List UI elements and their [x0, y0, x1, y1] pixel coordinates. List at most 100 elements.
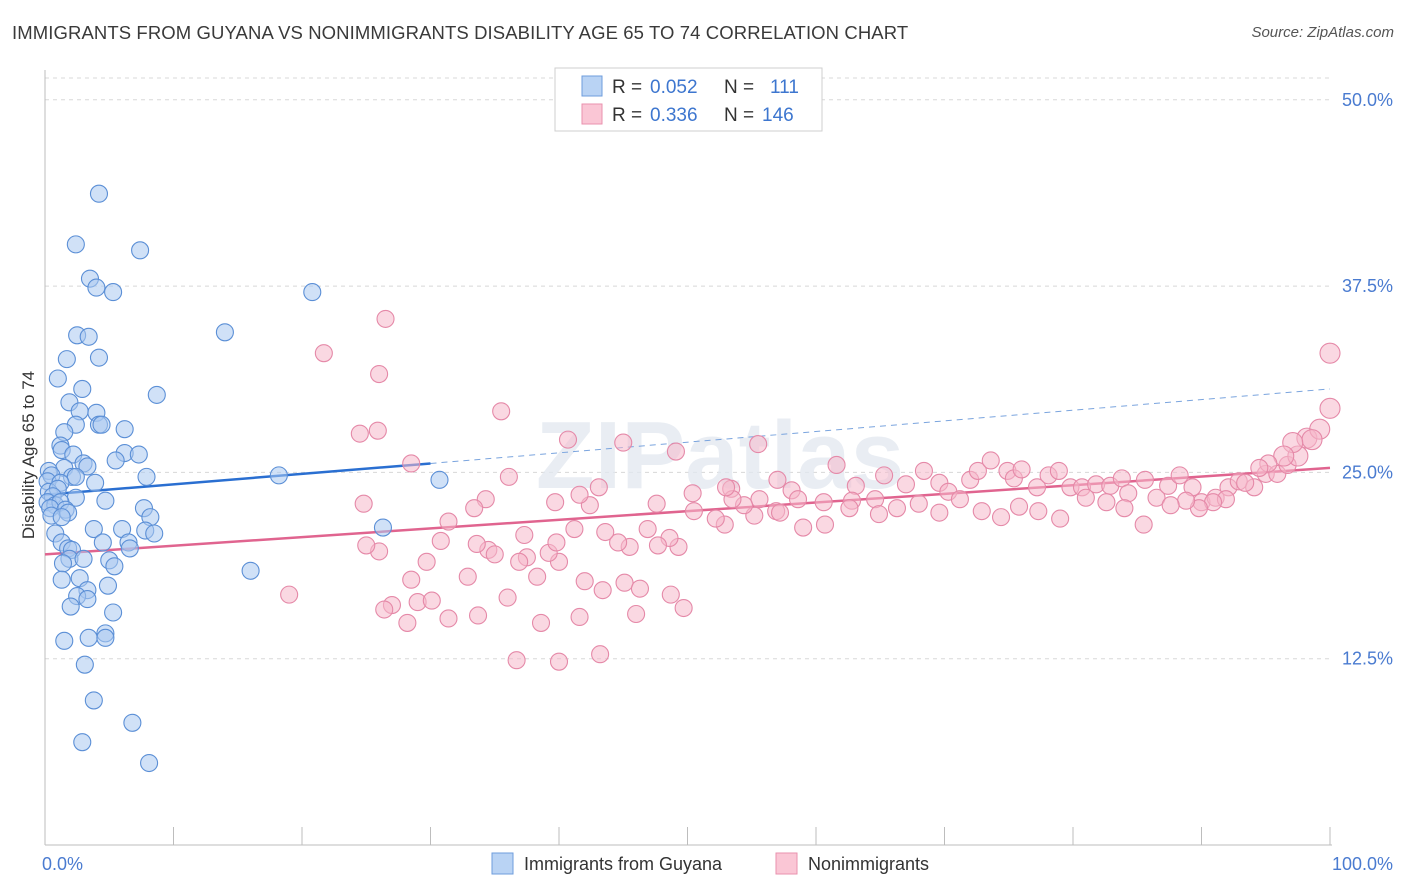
point-immigrants	[96, 491, 115, 510]
point-nonimmigrants	[422, 591, 441, 610]
point-nonimmigrants	[614, 433, 633, 452]
point-immigrants	[123, 713, 142, 732]
point-immigrants	[98, 576, 118, 595]
point-nonimmigrants	[1076, 488, 1095, 507]
point-nonimmigrants	[909, 494, 928, 513]
bottom-legend-label-2: Nonimmigrants	[808, 854, 929, 874]
point-immigrants	[78, 457, 97, 476]
point-nonimmigrants	[1273, 445, 1295, 467]
point-nonimmigrants	[827, 455, 846, 475]
y-tick-label: 50.0%	[1342, 90, 1393, 110]
point-nonimmigrants	[439, 512, 458, 531]
point-nonimmigrants	[666, 442, 685, 461]
point-immigrants	[61, 597, 80, 616]
point-nonimmigrants	[788, 490, 808, 509]
point-immigrants	[92, 415, 111, 434]
point-nonimmigrants	[593, 581, 612, 600]
point-nonimmigrants	[314, 344, 333, 363]
point-nonimmigrants	[515, 525, 534, 545]
chart-title: IMMIGRANTS FROM GUYANA VS NONIMMIGRANTS …	[12, 22, 909, 43]
point-nonimmigrants	[1170, 466, 1189, 485]
point-nonimmigrants	[950, 490, 969, 509]
point-nonimmigrants	[591, 645, 610, 664]
point-nonimmigrants	[716, 478, 736, 497]
point-nonimmigrants	[565, 519, 584, 539]
point-nonimmigrants	[1115, 499, 1134, 518]
bottom-legend-swatch-pink	[775, 852, 798, 875]
point-immigrants	[79, 628, 98, 647]
point-nonimmigrants	[547, 533, 566, 552]
gridlines	[45, 77, 1330, 660]
point-immigrants	[104, 283, 123, 302]
point-nonimmigrants	[510, 552, 529, 571]
point-nonimmigrants	[866, 490, 885, 509]
point-nonimmigrants	[417, 552, 436, 571]
point-nonimmigrants	[1301, 429, 1323, 451]
point-nonimmigrants	[794, 518, 813, 537]
axes	[44, 70, 1332, 846]
point-nonimmigrants	[357, 536, 376, 555]
point-immigrants	[89, 184, 109, 203]
point-nonimmigrants	[467, 534, 486, 553]
point-nonimmigrants	[1250, 458, 1269, 477]
point-nonimmigrants	[531, 613, 551, 632]
point-nonimmigrants	[498, 588, 517, 607]
point-immigrants	[104, 603, 123, 622]
point-nonimmigrants	[1236, 473, 1255, 492]
point-nonimmigrants	[368, 421, 387, 440]
point-nonimmigrants	[750, 490, 769, 509]
point-immigrants	[84, 519, 103, 539]
x-tick-labels: 0.0% 100.0%	[42, 854, 1393, 874]
point-immigrants	[53, 554, 73, 573]
point-nonimmigrants	[770, 503, 790, 522]
point-immigrants	[241, 561, 260, 580]
point-immigrants	[129, 445, 148, 464]
point-immigrants	[105, 557, 124, 576]
point-nonimmigrants	[1112, 469, 1131, 488]
point-immigrants	[115, 420, 134, 439]
point-nonimmigrants	[376, 309, 395, 328]
point-nonimmigrants	[485, 545, 504, 564]
point-nonimmigrants	[468, 606, 488, 625]
point-immigrants	[73, 733, 92, 752]
point-immigrants	[52, 570, 71, 589]
point-nonimmigrants	[1161, 496, 1180, 515]
point-nonimmigrants	[1027, 478, 1047, 497]
point-nonimmigrants	[627, 604, 646, 624]
correlation-legend: R = 0.052 N = 111 R = 0.336 N = 146	[554, 67, 823, 132]
point-nonimmigrants	[499, 467, 518, 486]
legend-swatch-blue	[581, 75, 603, 97]
point-immigrants	[55, 631, 74, 650]
point-nonimmigrants	[1012, 460, 1031, 479]
point-nonimmigrants	[981, 451, 1000, 470]
x-tick-label-min: 0.0%	[42, 854, 83, 874]
point-nonimmigrants	[589, 478, 608, 497]
trendline-immigrants	[44, 462, 431, 497]
point-nonimmigrants	[431, 531, 450, 551]
point-immigrants	[89, 348, 109, 367]
point-nonimmigrants	[1097, 493, 1116, 512]
point-nonimmigrants	[930, 503, 949, 522]
point-nonimmigrants	[370, 364, 389, 384]
point-nonimmigrants	[596, 522, 615, 542]
legend-swatch-pink	[581, 103, 603, 125]
point-nonimmigrants	[1319, 342, 1341, 364]
point-nonimmigrants	[280, 585, 299, 604]
point-nonimmigrants	[661, 585, 680, 604]
point-nonimmigrants	[402, 570, 421, 589]
legend-n-label-2: N =	[724, 105, 754, 126]
point-immigrants	[74, 549, 93, 568]
y-tick-label: 25.0%	[1342, 462, 1393, 482]
point-immigrants	[120, 539, 139, 558]
point-immigrants	[140, 753, 159, 773]
legend-n-value-2: 146	[762, 105, 794, 126]
point-nonimmigrants	[402, 454, 421, 473]
point-nonimmigrants	[575, 572, 594, 591]
point-nonimmigrants	[570, 607, 589, 627]
point-nonimmigrants	[768, 470, 787, 489]
point-immigrants	[52, 508, 71, 527]
point-nonimmigrants	[1135, 470, 1155, 489]
point-immigrants	[269, 466, 288, 485]
point-nonimmigrants	[350, 424, 369, 443]
